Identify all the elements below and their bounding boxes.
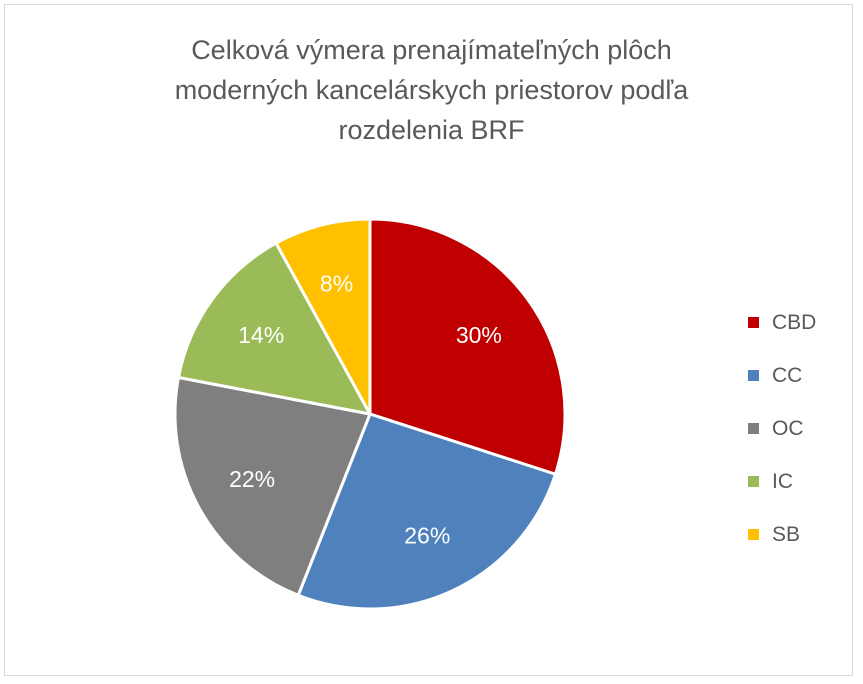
data-label-ic: 14%	[238, 322, 284, 348]
legend-swatch-cc	[748, 370, 759, 381]
legend-label-oc: OC	[772, 416, 804, 440]
pie-slice-cbd	[368, 217, 567, 476]
legend-swatch-oc	[748, 423, 759, 434]
legend-item-sb: SB	[748, 508, 816, 561]
legend-swatch-ic	[748, 476, 759, 487]
chart-title-line-2: moderných kancelárskych priestorov podľa	[174, 75, 689, 105]
legend-label-cbd: CBD	[772, 310, 817, 334]
legend-label-cc: CC	[772, 363, 803, 387]
pie-slice-cc	[296, 412, 557, 611]
data-label-sb: 8%	[320, 271, 353, 297]
data-label-oc: 22%	[229, 466, 275, 492]
pie-slice-sb	[274, 217, 372, 416]
chart-title-line-3: rozdelenia BRF	[338, 115, 525, 145]
data-label-cc: 26%	[404, 523, 450, 549]
legend-label-ic: IC	[772, 469, 793, 493]
legend-swatch-sb	[748, 529, 759, 540]
legend-item-cbd: CBD	[748, 296, 816, 349]
chart-title: Celková výmera prenajímateľných plôch mo…	[0, 30, 863, 150]
pie-slice-oc	[173, 375, 372, 597]
legend-item-cc: CC	[748, 349, 816, 402]
pie-slice-ic	[176, 241, 372, 416]
chart-title-line-1: Celková výmera prenajímateľných plôch	[191, 35, 672, 65]
data-label-cbd: 30%	[456, 322, 502, 348]
legend-swatch-cbd	[748, 317, 759, 328]
legend: CBD CC OC IC SB	[748, 296, 816, 561]
legend-item-ic: IC	[748, 455, 816, 508]
legend-item-oc: OC	[748, 402, 816, 455]
legend-label-sb: SB	[772, 522, 801, 546]
